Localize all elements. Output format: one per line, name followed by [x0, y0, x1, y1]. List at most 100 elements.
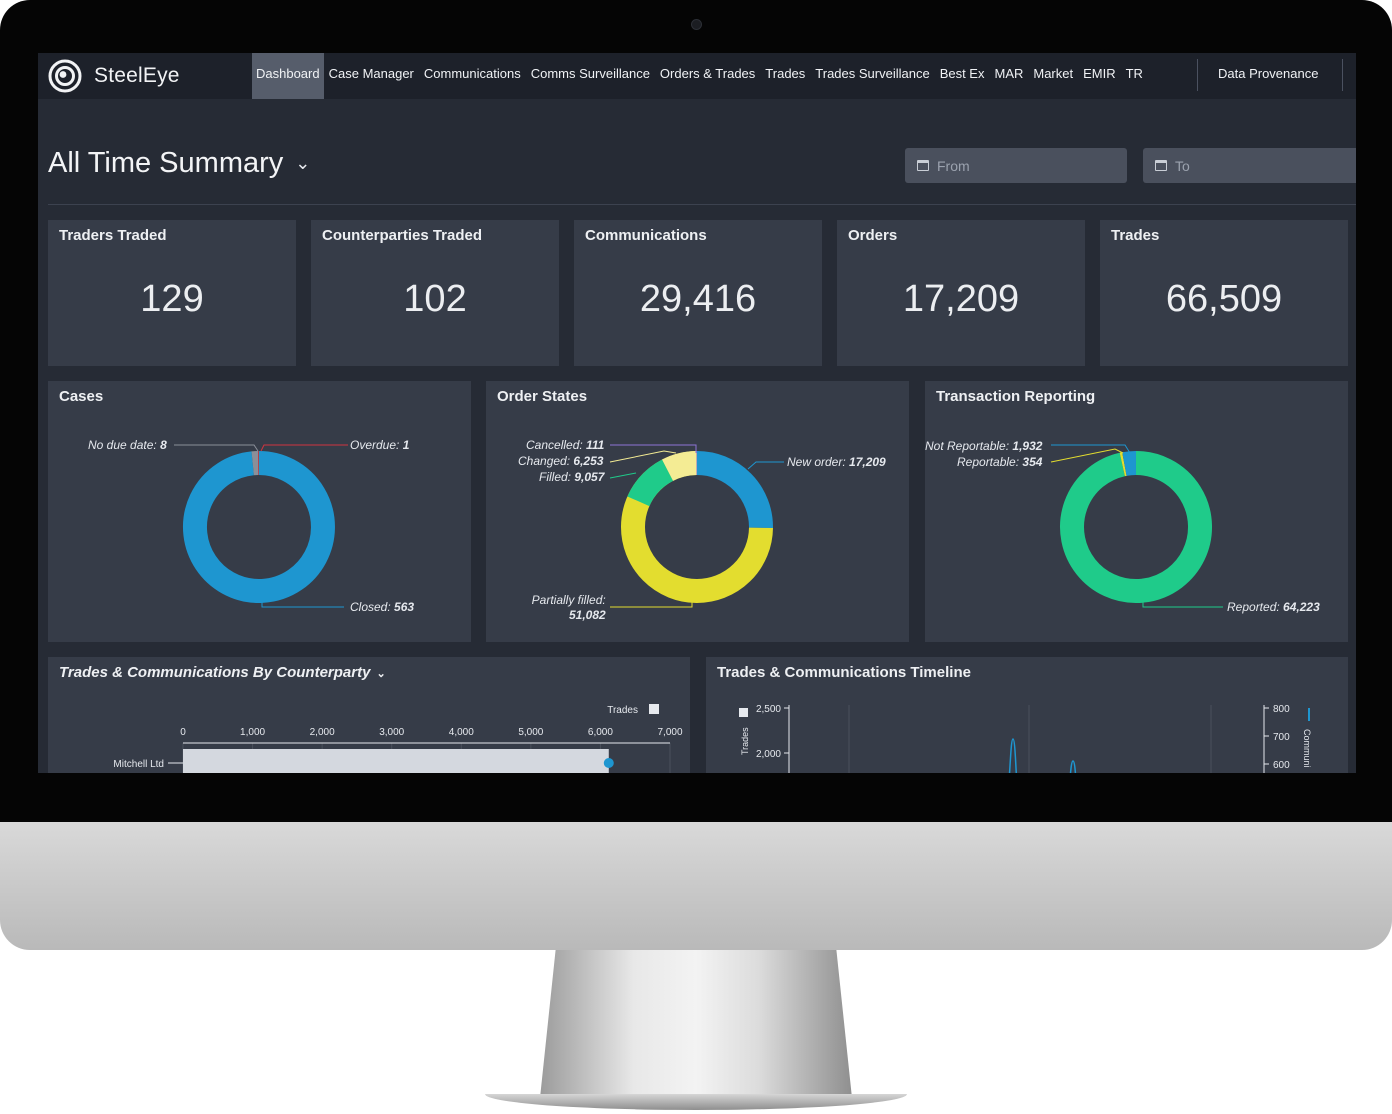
counterparty-panel: Trades & Communications By Counterparty ⌄…: [48, 657, 690, 773]
x-tick-label: 4,000: [449, 727, 474, 738]
legend-label-cancelled: Cancelled: 111: [526, 438, 605, 452]
date-from-field[interactable]: [905, 148, 1127, 183]
counterparty-dropdown[interactable]: Trades & Communications By Counterparty ⌄: [59, 664, 386, 681]
timeline-panel: Trades & Communications Timeline Trades …: [706, 657, 1348, 773]
steeleye-logo-icon: [48, 59, 82, 93]
left-tick-label: 2,500: [756, 704, 781, 715]
stat-card-orders[interactable]: Orders 17,209: [837, 220, 1085, 366]
panel-title: Transaction Reporting: [936, 388, 1096, 405]
leader-line: [260, 444, 348, 452]
stat-label: Communications: [585, 227, 707, 244]
calendar-icon: [1155, 160, 1167, 171]
leader-line: [610, 444, 697, 453]
donut-slice-not-reportable[interactable]: [1122, 450, 1137, 476]
donut-slice-new-order[interactable]: [696, 451, 773, 529]
nav-items: Dashboard Case Manager Communications Co…: [252, 53, 1148, 99]
stat-card-communications[interactable]: Communications 29,416: [574, 220, 822, 366]
date-to-input[interactable]: [1175, 157, 1325, 174]
app-screen: SteelEye Dashboard Case Manager Communic…: [38, 53, 1356, 773]
legend-label-changed: Changed: 6,253: [518, 454, 604, 468]
donut-slice-reported[interactable]: [1060, 451, 1212, 603]
x-tick-label: 2,000: [310, 727, 335, 738]
leader-line: [174, 444, 259, 452]
legend-label-reportable: Reportable: 354: [957, 455, 1043, 469]
panel-title: Cases: [59, 388, 104, 405]
bar-trades[interactable]: [183, 749, 609, 773]
transaction-reporting-donut: [1060, 450, 1212, 603]
nav-item-tr[interactable]: TR: [1125, 66, 1143, 81]
leader-line: [1051, 444, 1131, 454]
leader-line: [609, 450, 677, 463]
date-to-field[interactable]: [1143, 148, 1356, 183]
leader-line: [609, 472, 637, 479]
series-line-communications: [1008, 738, 1018, 773]
brand-logo[interactable]: SteelEye: [48, 55, 180, 97]
stat-card-traders[interactable]: Traders Traded 129: [48, 220, 296, 366]
stat-label: Counterparties Traded: [322, 227, 483, 244]
legend-label-reported: Reported: 64,223: [1227, 600, 1320, 614]
timeline-chart: Trades 2,500 2,000 800 700 600 Communi: [739, 704, 1312, 773]
nav-divider: [1342, 59, 1343, 91]
nav-item-emir[interactable]: EMIR: [1083, 66, 1116, 81]
left-tick-label: 2,000: [756, 749, 781, 760]
x-tick-label: 5,000: [518, 727, 543, 738]
nav-item-comms-surveillance[interactable]: Comms Surveillance: [530, 66, 650, 81]
point-communications[interactable]: [603, 758, 614, 768]
nav-item-communications[interactable]: Communications: [423, 66, 521, 81]
monitor-chin: [0, 822, 1392, 950]
stat-value: 29,416: [639, 278, 757, 320]
right-tick-label: 800: [1273, 704, 1290, 715]
summary-period-dropdown[interactable]: All Time Summary ⌄: [48, 147, 310, 180]
category-label: Mitchell Ltd: [113, 759, 164, 770]
cases-donut: [183, 450, 335, 603]
legend-label-filled: Filled: 9,057: [539, 470, 605, 484]
panel-title: Order States: [497, 388, 588, 405]
legend-swatch-trades[interactable]: [649, 704, 659, 714]
leader-line: [610, 599, 693, 608]
chevron-down-icon: ⌄: [376, 668, 386, 680]
donut-slice-closed[interactable]: [183, 451, 335, 603]
legend-label-partially-filled: Partially filled: 51,082: [531, 593, 606, 622]
page-title: All Time Summary: [48, 147, 284, 179]
header-divider: [48, 204, 1356, 205]
monitor-stand: [540, 950, 852, 1098]
legend-label-new-order: New order: 17,209: [787, 455, 886, 469]
stat-value: 102: [403, 278, 467, 320]
nav-item-trades-surveillance[interactable]: Trades Surveillance: [815, 66, 930, 81]
cases-panel: Cases No due date: 8 Overdue: 1 Closed: …: [48, 381, 471, 642]
leader-line: [747, 461, 784, 470]
legend-label-overdue: Overdue: 1: [350, 438, 410, 452]
transaction-reporting-panel: Transaction Reporting Not Reportable: 1,…: [925, 381, 1348, 642]
order-states-donut: [621, 450, 773, 603]
nav-item-dashboard[interactable]: Dashboard: [252, 53, 324, 99]
stat-label: Orders: [848, 227, 898, 244]
stat-card-trades[interactable]: Trades 66,509: [1100, 220, 1348, 366]
nav-item-data-provenance[interactable]: Data Provenance: [1218, 66, 1319, 81]
donut-slice-filled[interactable]: [627, 459, 674, 507]
stat-label: Traders Traded: [59, 227, 167, 244]
date-from-input[interactable]: [937, 157, 1087, 174]
nav-item-mar[interactable]: MAR: [994, 66, 1024, 81]
right-tick-label: 700: [1273, 732, 1290, 743]
nav-item-orders-trades[interactable]: Orders & Trades: [659, 66, 756, 81]
nav-divider: [1197, 59, 1198, 91]
order-states-panel: Order States Cancelled: 111 Changed: 6,2…: [486, 381, 909, 642]
nav-item-case-manager[interactable]: Case Manager: [328, 66, 414, 81]
donut-slice-changed[interactable]: [662, 451, 698, 482]
monitor-stand-base: [485, 1094, 907, 1110]
nav-item-trades[interactable]: Trades: [765, 66, 806, 81]
camera-icon: [691, 19, 702, 30]
stat-label: Trades: [1111, 227, 1160, 244]
stat-card-counterparties[interactable]: Counterparties Traded 102: [311, 220, 559, 366]
panel-title: Trades & Communications By Counterparty: [59, 664, 371, 681]
counterparty-bars: [183, 749, 614, 773]
nav-item-market[interactable]: Market: [1033, 66, 1074, 81]
legend-swatch-trades[interactable]: [739, 708, 748, 717]
order-states-donut-chart: [609, 444, 784, 608]
x-tick-label: 7,000: [657, 727, 682, 738]
nav-item-best-ex[interactable]: Best Ex: [939, 66, 985, 81]
x-tick-label: 1,000: [240, 727, 265, 738]
x-tick-label: 6,000: [588, 727, 613, 738]
right-axis-label: Communi: [1302, 729, 1312, 768]
right-tick-label: 600: [1273, 760, 1290, 771]
